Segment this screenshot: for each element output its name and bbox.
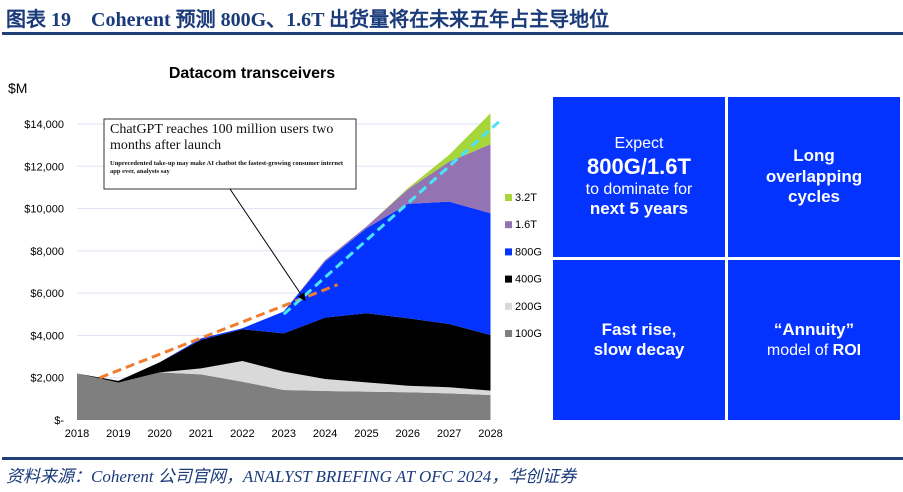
y-tick-label: $8,000 [30,246,64,258]
x-tick-label: 2020 [147,428,171,440]
y-tick-label: $14,000 [24,119,64,131]
x-tick-label: 2023 [272,428,296,440]
x-tick-label: 2018 [65,428,89,440]
panel-text: Long overlapping cycles [765,146,863,207]
x-tick-label: 2019 [106,428,130,440]
trend-line [282,120,500,316]
panel-text: model of [766,341,833,359]
y-tick-label: $12,000 [24,161,64,173]
x-tick-label: 2024 [313,428,337,440]
x-tick-label: 2026 [396,428,420,440]
source-note: 资料来源：Coherent 公司官网，ANALYST BRIEFING AT O… [6,467,577,486]
panel-annuity: “Annuity” model of ROI [728,260,900,420]
annotation-callout: ChatGPT reaches 100 million users two mo… [103,118,357,302]
x-tick-label: 2027 [437,428,461,440]
panel-text: to dominate for [585,181,693,198]
y-tick-label: $10,000 [24,204,64,216]
legend-label: 100G [515,328,542,340]
panel-cycles: Long overlapping cycles [728,97,900,257]
annotation-subline: Unprecedented take-up may make AI chatbo… [110,160,344,175]
x-tick-label: 2028 [478,428,502,440]
legend-swatch [505,302,512,310]
footer-rule [2,457,903,460]
y-tick-label: $4,000 [30,330,64,342]
legend-label: 800G [515,246,542,258]
area-400g [77,313,491,391]
panel-text: 800G/1.6T [587,153,691,179]
legend-label: 400G [515,274,542,286]
legend-label: 200G [515,301,542,313]
legend-label: 3.2T [515,192,537,204]
legend-swatch [505,248,512,256]
panel-text: Expect [614,135,664,153]
area-100g [77,372,491,420]
x-tick-label: 2025 [354,428,378,440]
legend-swatch [505,330,512,337]
legend-swatch [505,194,512,201]
area-800g [77,201,491,381]
legend-label: 1.6T [515,219,537,231]
panel-text: “Annuity” [773,320,855,340]
figure-title: 图表 19 Coherent 预测 800G、1.6T 出货量将在未来五年占主导… [6,9,610,31]
y-tick-label: $6,000 [30,288,64,300]
panel-dominate: Expect 800G/1.6T to dominate for next 5 … [553,97,725,257]
x-tick-label: 2022 [230,428,254,440]
y-tick-label: $2,000 [30,373,64,385]
panel-rise-decay: Fast rise, slow decay [553,260,725,420]
y-tick-label: $- [54,415,64,427]
panel-text: ROI [832,341,862,359]
y-axis-label: $M [8,80,27,96]
panel-text: slow decay [593,340,685,359]
x-tick-label: 2021 [189,428,213,440]
area-200g [77,361,491,396]
chart-title: Datacom transceivers [169,65,335,82]
area-1-6t [77,144,491,381]
panel-text: next 5 years [589,199,689,219]
annotation-headline: ChatGPT reaches 100 million users two mo… [110,122,334,153]
header-rule [2,32,903,35]
legend-swatch [505,275,512,283]
panel-text: Fast rise, [601,319,677,339]
legend-swatch [505,221,512,229]
